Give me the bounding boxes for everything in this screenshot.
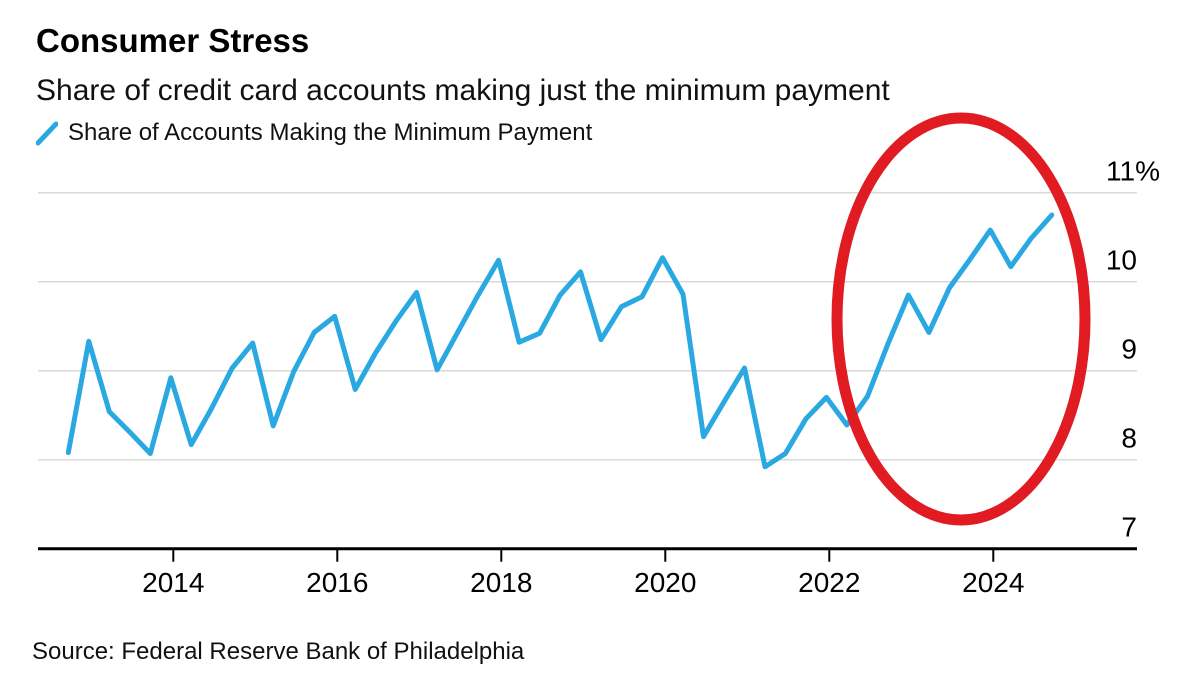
chart-subtitle: Share of credit card accounts making jus… [36, 74, 890, 107]
y-axis-label-9: 9 [1121, 334, 1137, 365]
legend-line-slash-icon [36, 121, 58, 146]
y-axis-label-8: 8 [1121, 423, 1137, 454]
legend-series-label: Share of Accounts Making the Minimum Pay… [68, 119, 593, 146]
minimum-payment-share-line [65, 212, 1055, 470]
x-axis-label-2024: 2024 [962, 567, 1024, 598]
x-axis-label-2014: 2014 [142, 567, 204, 598]
chart-title: Consumer Stress [36, 22, 310, 59]
x-axis-label-2020: 2020 [634, 567, 696, 598]
x-axis-label-2018: 2018 [470, 567, 532, 598]
y-axis-label-7: 7 [1121, 512, 1137, 543]
y-axis-label-11: 11% [1106, 156, 1160, 187]
chart-legend: Share of Accounts Making the Minimum Pay… [36, 119, 592, 147]
x-axis-label-2022: 2022 [798, 567, 860, 598]
y-axis-label-10: 10 [1106, 245, 1137, 276]
x-axis-label-2016: 2016 [306, 567, 368, 598]
highlight-ellipse [831, 112, 1091, 526]
source-note: Source: Federal Reserve Bank of Philadel… [32, 638, 525, 665]
